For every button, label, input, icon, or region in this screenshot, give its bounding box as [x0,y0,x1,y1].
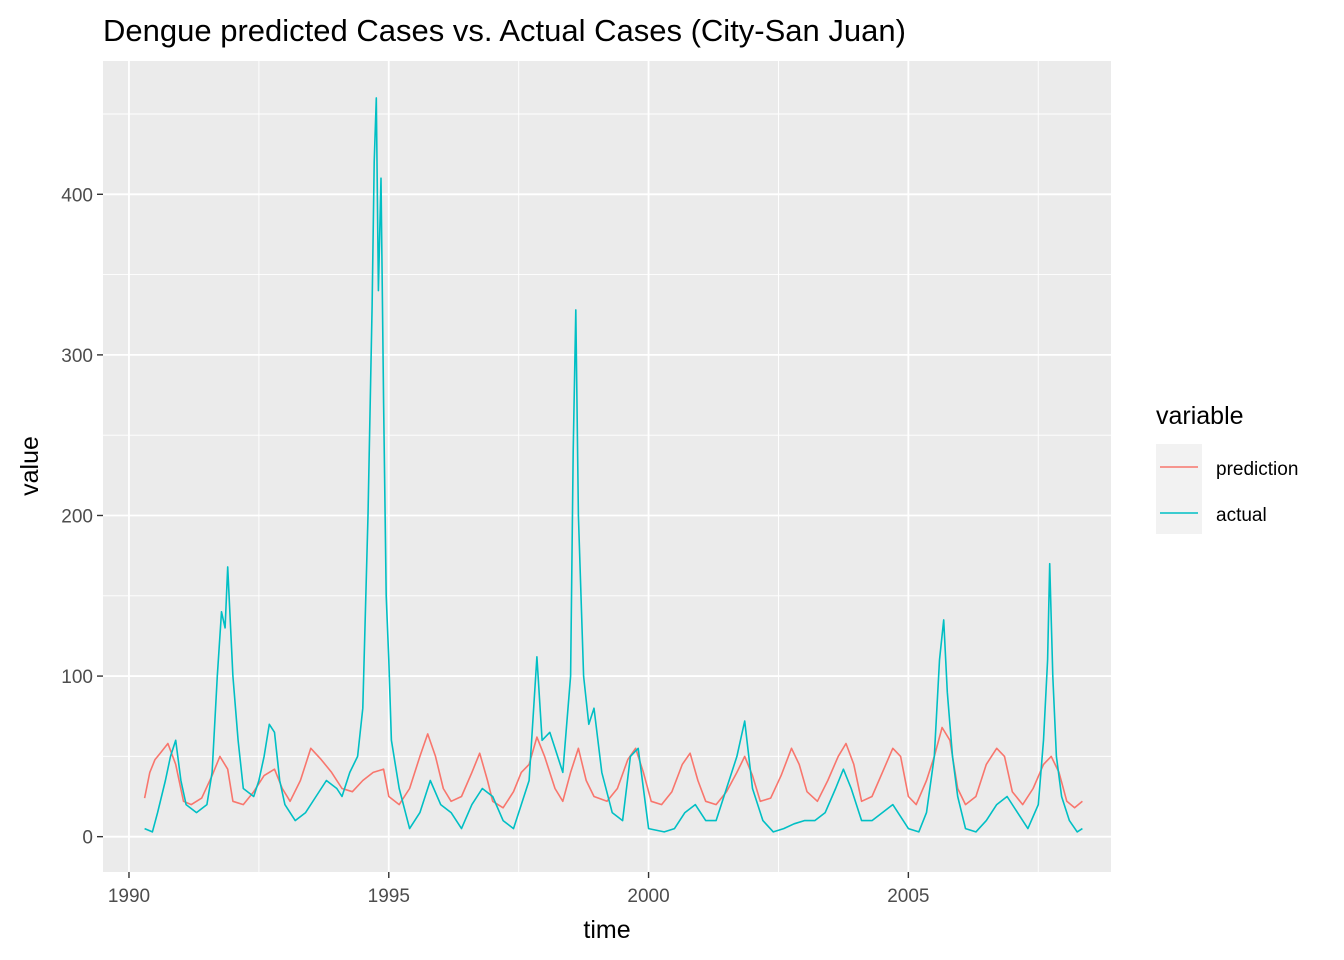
legend-label-prediction: prediction [1216,459,1298,480]
legend-label-actual: actual [1216,505,1267,526]
x-tick-label: 1990 [108,886,150,907]
y-axis-tick-labels: 0 100 200 300 400 [61,185,93,848]
y-tick-label: 400 [61,185,93,206]
y-tick-label: 200 [61,506,93,527]
x-tick-label: 2005 [887,886,929,907]
y-axis-title: value [16,436,44,496]
plot-panel [103,61,1111,872]
x-axis-tick-labels: 1990 1995 2000 2005 [108,886,930,907]
legend-title: variable [1156,402,1244,430]
minor-gridlines [103,61,1111,872]
axis-ticks [97,193,910,878]
legend: variable prediction actual [1156,402,1298,534]
series-line-actual [144,97,1083,833]
y-tick-label: 300 [61,346,93,367]
series-lines [143,97,1083,833]
y-tick-label: 0 [82,828,93,849]
x-tick-label: 1995 [368,886,410,907]
legend-key-box [1156,444,1202,534]
y-tick-label: 100 [61,667,93,688]
major-gridlines [103,61,1111,872]
x-tick-label: 2000 [627,886,669,907]
x-axis-title: time [583,916,630,944]
chart-title: Dengue predicted Cases vs. Actual Cases … [103,13,906,48]
series-line-prediction [143,726,1083,809]
